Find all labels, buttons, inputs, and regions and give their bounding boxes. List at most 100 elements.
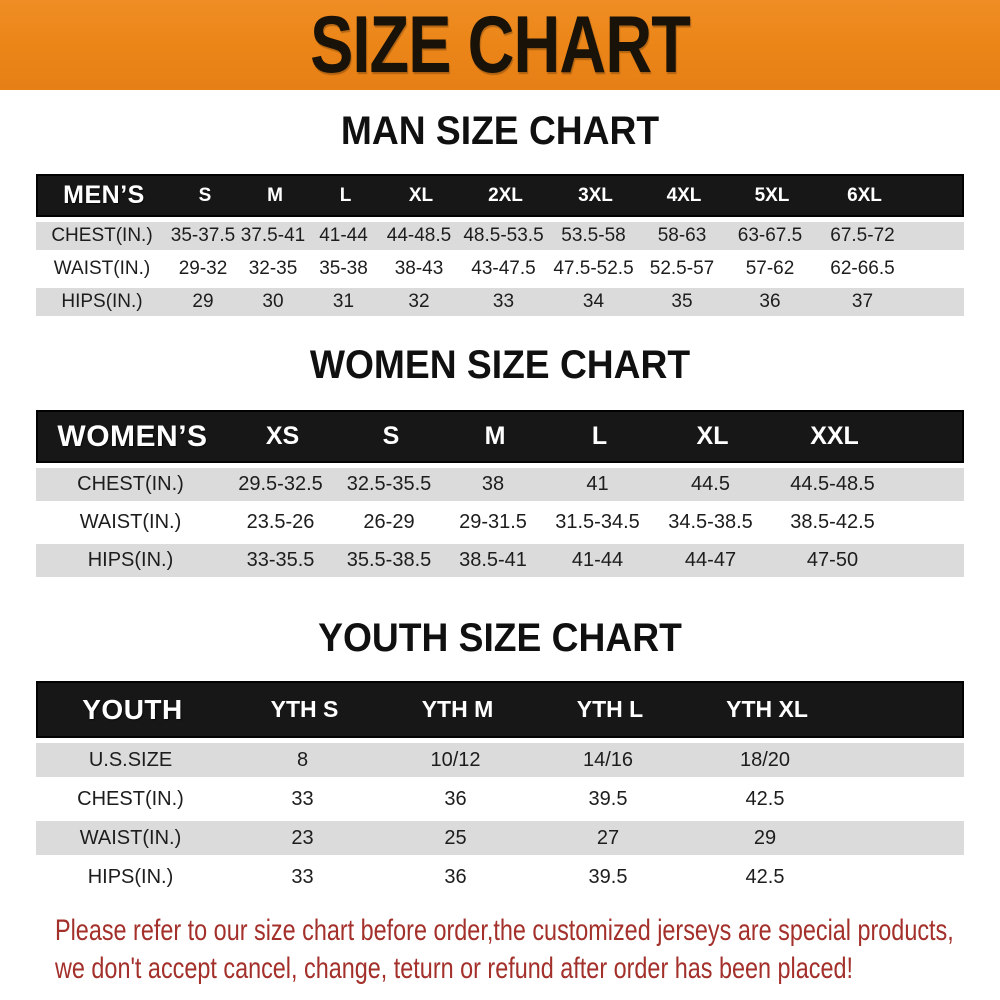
size-value: 37 xyxy=(851,291,874,312)
row-label: CHEST(IN.) xyxy=(77,787,184,810)
size-value: 25 xyxy=(444,826,467,849)
size-value: 33 xyxy=(492,291,515,312)
size-value: 34 xyxy=(582,291,605,312)
size-value: 38.5-41 xyxy=(459,549,527,571)
row-label: HIPS(IN.) xyxy=(87,865,174,888)
row-label: CHEST(IN.) xyxy=(51,225,153,246)
size-value: 31 xyxy=(332,291,355,312)
size-value: 8 xyxy=(296,748,309,771)
table-title-cell: WOMEN’S xyxy=(57,419,208,453)
size-value: 39.5 xyxy=(588,787,628,810)
table-header-row: YOUTH YTH S YTH M YTH L YTH XL xyxy=(36,681,964,738)
size-value: 35 xyxy=(671,291,693,312)
size-header-cell: XL xyxy=(696,422,729,450)
disclaimer-line: Please refer to our size chart before or… xyxy=(55,914,954,947)
size-value: 33 xyxy=(291,865,314,888)
size-value: 44-47 xyxy=(684,549,737,571)
size-value: 35-38 xyxy=(319,258,368,279)
size-value: 30 xyxy=(262,291,284,312)
size-header-cell: XXL xyxy=(810,422,859,450)
table-row: CHEST(IN.) 33 36 39.5 42.5 xyxy=(36,782,964,816)
size-value: 44-48.5 xyxy=(386,225,452,246)
size-value: 42.5 xyxy=(745,865,785,888)
size-value: 34.5-38.5 xyxy=(668,511,753,533)
banner-title: SIZE CHART xyxy=(310,0,691,90)
row-label: WAIST(IN.) xyxy=(79,826,182,849)
row-label: HIPS(IN.) xyxy=(61,291,143,312)
size-value: 29 xyxy=(753,826,777,849)
table-header-row: WOMEN’S XS S M L XL XXL xyxy=(36,410,964,463)
size-value: 38.5-42.5 xyxy=(790,511,875,533)
size-value: 32 xyxy=(408,291,430,312)
table-title-cell: MEN’S xyxy=(63,181,145,209)
size-value: 33-35.5 xyxy=(246,549,315,571)
size-header-cell: YTH XL xyxy=(726,696,808,722)
size-header-cell: 6XL xyxy=(847,184,882,206)
row-label: CHEST(IN.) xyxy=(77,473,184,495)
size-header-cell: 5XL xyxy=(754,184,790,206)
size-header-cell: YTH M xyxy=(421,696,494,722)
size-value: 36 xyxy=(444,787,467,810)
size-value: 41-44 xyxy=(319,225,368,246)
women-size-section: WOMEN SIZE CHART WOMEN’S XS S M L XL XXL CHEST(… xyxy=(0,344,1000,577)
women-size-table: WOMEN’S XS S M L XL XXL CHEST(IN.) 29.5-32.5 32.5… xyxy=(36,410,964,577)
size-value: 26-29 xyxy=(363,511,415,533)
size-value: 31.5-34.5 xyxy=(555,511,640,533)
size-value: 52.5-57 xyxy=(649,258,715,279)
size-value: 41 xyxy=(586,473,609,495)
size-value: 29.5-32.5 xyxy=(238,473,323,495)
size-value: 36 xyxy=(759,291,781,312)
size-value: 36 xyxy=(444,865,467,888)
size-value: 37.5-41 xyxy=(240,225,306,246)
youth-size-section: YOUTH SIZE CHART YOUTH YTH S YTH M YTH L YTH… xyxy=(0,617,1000,894)
size-header-cell: 3XL xyxy=(578,184,613,206)
size-header-cell: YTH L xyxy=(576,696,644,722)
disclaimer-note: Please refer to our size chart before or… xyxy=(55,912,1000,988)
size-value: 23.5-26 xyxy=(246,511,315,533)
size-header-cell: XL xyxy=(408,184,434,206)
size-value: 42.5 xyxy=(745,787,785,810)
size-header-cell: 2XL xyxy=(488,184,523,206)
size-value: 38 xyxy=(481,473,505,495)
size-header-cell: XS xyxy=(265,422,300,450)
row-label: HIPS(IN.) xyxy=(87,549,174,571)
size-header-cell: S xyxy=(382,422,400,450)
size-header-cell: M xyxy=(267,184,283,206)
table-row: WAIST(IN.) 23.5-26 26-29 29-31.5 31.5-34.5 34… xyxy=(36,506,964,539)
size-value: 29 xyxy=(192,291,214,312)
row-label: WAIST(IN.) xyxy=(53,258,151,279)
size-header-cell: YTH S xyxy=(270,696,339,722)
size-value: 43-47.5 xyxy=(471,258,536,279)
table-row: WAIST(IN.) 29-32 32-35 35-38 38-43 43-47.5 47.… xyxy=(36,255,964,283)
size-value: 53.5-58 xyxy=(561,225,626,246)
size-value: 62-66.5 xyxy=(830,258,895,279)
size-value: 32-35 xyxy=(248,258,298,279)
size-value: 14/16 xyxy=(582,748,634,771)
table-row: U.S.SIZE 8 10/12 14/16 18/20 xyxy=(36,743,964,777)
disclaimer-line: we don't accept cancel, change, teturn o… xyxy=(55,952,853,985)
table-row: HIPS(IN.) 33 36 39.5 42.5 xyxy=(36,860,964,894)
size-value: 41-44 xyxy=(571,549,624,571)
size-header-cell: L xyxy=(339,184,352,206)
table-header-row: MEN’S S M L XL 2XL 3XL 4XL 5XL 6XL xyxy=(36,174,964,217)
size-header-cell: L xyxy=(591,422,608,450)
row-label: WAIST(IN.) xyxy=(79,511,182,533)
size-value: 47-50 xyxy=(806,549,859,571)
size-value: 35.5-38.5 xyxy=(346,549,432,571)
size-value: 29-32 xyxy=(178,258,228,279)
size-value: 58-63 xyxy=(657,225,707,246)
size-chart-banner: SIZE CHART xyxy=(0,0,1000,90)
size-header-cell: M xyxy=(484,422,506,450)
size-value: 57-62 xyxy=(745,258,795,279)
size-header-cell: S xyxy=(198,184,212,206)
row-label: U.S.SIZE xyxy=(88,748,173,771)
youth-size-table: YOUTH YTH S YTH M YTH L YTH XL U.S.SIZE 8 10/12… xyxy=(36,681,964,894)
size-value: 35-37.5 xyxy=(170,225,236,246)
size-value: 48.5-53.5 xyxy=(463,225,544,246)
youth-size-heading: YOUTH SIZE CHART xyxy=(318,616,682,660)
size-value: 27 xyxy=(596,826,620,849)
size-value: 33 xyxy=(291,787,314,810)
table-row: WAIST(IN.) 23 25 27 29 xyxy=(36,821,964,855)
table-title-cell: YOUTH xyxy=(82,693,183,725)
size-value: 32.5-35.5 xyxy=(346,473,432,495)
